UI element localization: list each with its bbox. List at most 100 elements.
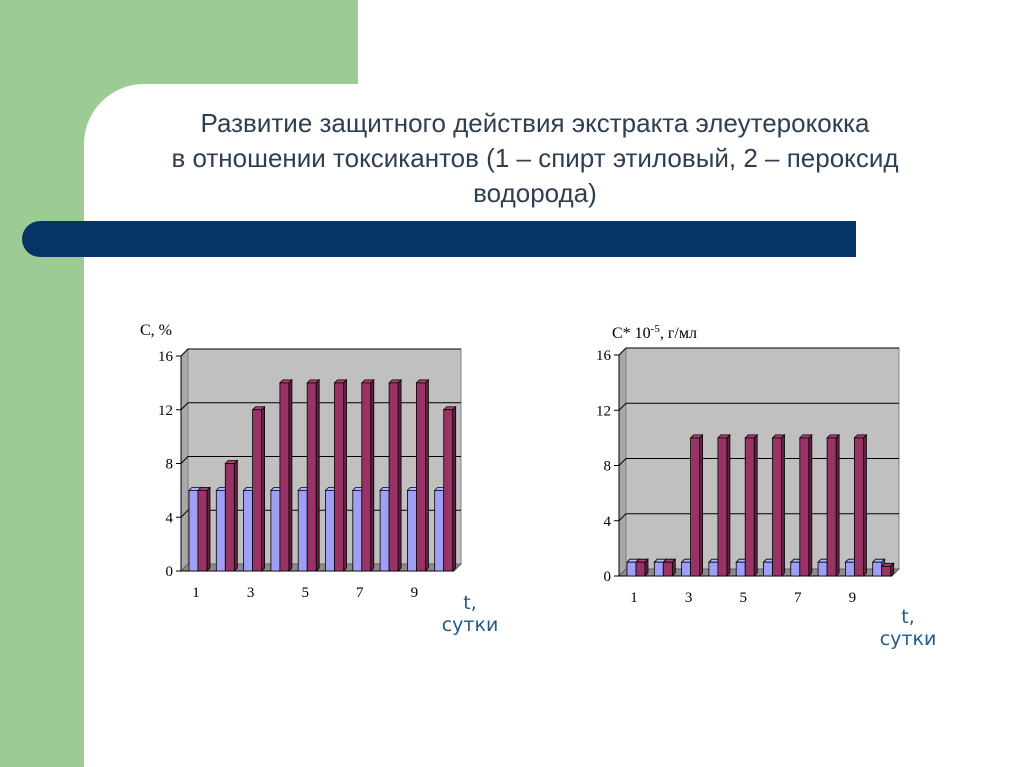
bar-front: [297, 489, 308, 572]
green-side-band: [0, 0, 84, 767]
gridline: [180, 348, 461, 357]
bar-s2-c10: [442, 405, 457, 572]
bar-front: [334, 382, 344, 572]
bar-s2-c3: [251, 405, 266, 572]
chart-1-x-unit-line-1: t,: [463, 592, 477, 614]
x-tick-label: 3: [685, 590, 693, 606]
y-tick-label: 16: [596, 348, 612, 364]
bar-front: [790, 561, 801, 577]
bar-front: [279, 382, 290, 572]
bar-front: [434, 489, 445, 572]
bar-side: [835, 433, 840, 577]
bar-front: [817, 561, 828, 577]
bar-front: [826, 437, 837, 577]
bar-front: [735, 561, 746, 577]
bar-side: [699, 433, 703, 577]
y-tick-label: 0: [166, 564, 174, 580]
bar-front: [763, 561, 773, 577]
bar-front: [361, 382, 372, 572]
rounded-corner: [84, 84, 144, 144]
bar-front: [626, 561, 637, 577]
bar-front: [772, 437, 782, 577]
bar-side: [781, 433, 785, 577]
bar-side: [808, 433, 813, 577]
bar-front: [243, 489, 254, 572]
y-tick-label: 8: [166, 457, 174, 473]
title-line-2: в отношении токсикантов (1 – спирт этило…: [171, 143, 899, 173]
bar-front: [188, 489, 199, 572]
bar-front: [379, 489, 390, 572]
bar-side: [315, 378, 320, 572]
bar-front: [443, 409, 454, 572]
bar-side: [753, 433, 758, 577]
bar-front: [406, 489, 417, 572]
bar-s2-c8: [388, 378, 403, 572]
bar-front: [845, 561, 855, 577]
y-axis-label: C* 10-5, г/мл: [612, 323, 697, 342]
bar-s2-c10: [880, 562, 895, 577]
y-axis-label: C, %: [140, 322, 172, 339]
chart-2-x-unit-line-1: t,: [901, 606, 915, 628]
y-tick-label: 0: [604, 569, 612, 585]
x-tick-label: 5: [301, 585, 309, 601]
bar-s2-c2: [224, 459, 239, 572]
bar-s2-c3: [689, 433, 704, 577]
bar-s2-c6: [771, 433, 786, 577]
bar-side: [452, 405, 457, 572]
bar-side: [206, 486, 211, 572]
bar-front: [708, 561, 719, 577]
bar-s2-c7: [360, 378, 375, 572]
bar-front: [415, 382, 426, 572]
bar-front: [681, 561, 691, 577]
bar-front: [224, 463, 235, 572]
bar-front: [270, 489, 281, 572]
y-tick-label: 8: [604, 459, 612, 475]
bar-front: [388, 382, 399, 572]
x-tick-label: 1: [192, 585, 200, 601]
bar-s2-c2: [662, 558, 677, 577]
y-tick-label: 12: [158, 403, 173, 419]
bar-side: [370, 378, 375, 572]
bar-front: [325, 489, 335, 572]
bar-side: [424, 378, 429, 572]
x-tick-label: 9: [849, 590, 857, 606]
bar-front: [690, 437, 700, 577]
bar-front: [252, 409, 263, 572]
title-underline-bar: [22, 221, 856, 257]
bar-front: [881, 565, 892, 577]
y-tick-label: 4: [604, 514, 612, 530]
bar-front: [653, 561, 664, 577]
title-line-3: водорода): [473, 178, 597, 208]
bar-front: [872, 561, 883, 577]
y-tick-label: 12: [596, 403, 611, 419]
bar-side: [233, 459, 238, 572]
chart-1-x-unit: t, сутки: [440, 592, 500, 636]
bar-s2-c4: [278, 378, 293, 572]
gridline: [618, 402, 899, 411]
y-tick-label: 4: [166, 510, 174, 526]
slide-title: Развитие защитного действия экстракта эл…: [140, 106, 930, 211]
title-line-1: Развитие защитного действия экстракта эл…: [200, 108, 870, 138]
x-tick-label: 7: [356, 585, 364, 601]
bar-s2-c6: [333, 378, 348, 572]
bar-side: [261, 405, 266, 572]
bar-side: [726, 433, 731, 577]
bar-s2-c1: [635, 558, 649, 577]
bar-front: [854, 437, 864, 577]
bar-side: [288, 378, 293, 572]
x-tick-label: 3: [247, 585, 255, 601]
gridline: [618, 347, 899, 356]
bar-front: [197, 489, 208, 572]
y-tick-label: 16: [158, 349, 174, 365]
bar-s2-c9: [853, 433, 868, 577]
bar-s2-c1: [197, 486, 211, 572]
chart-1: 0 4 8 12 16 1 3 5 7 9 C, %: [140, 322, 463, 601]
bar-s2-c5: [306, 378, 321, 572]
bar-side: [397, 378, 402, 572]
bar-front: [662, 561, 673, 577]
bar-front: [215, 489, 226, 572]
bar-front: [717, 437, 728, 577]
bar-front: [799, 437, 810, 577]
chart-2-x-unit: t, сутки: [876, 606, 940, 650]
